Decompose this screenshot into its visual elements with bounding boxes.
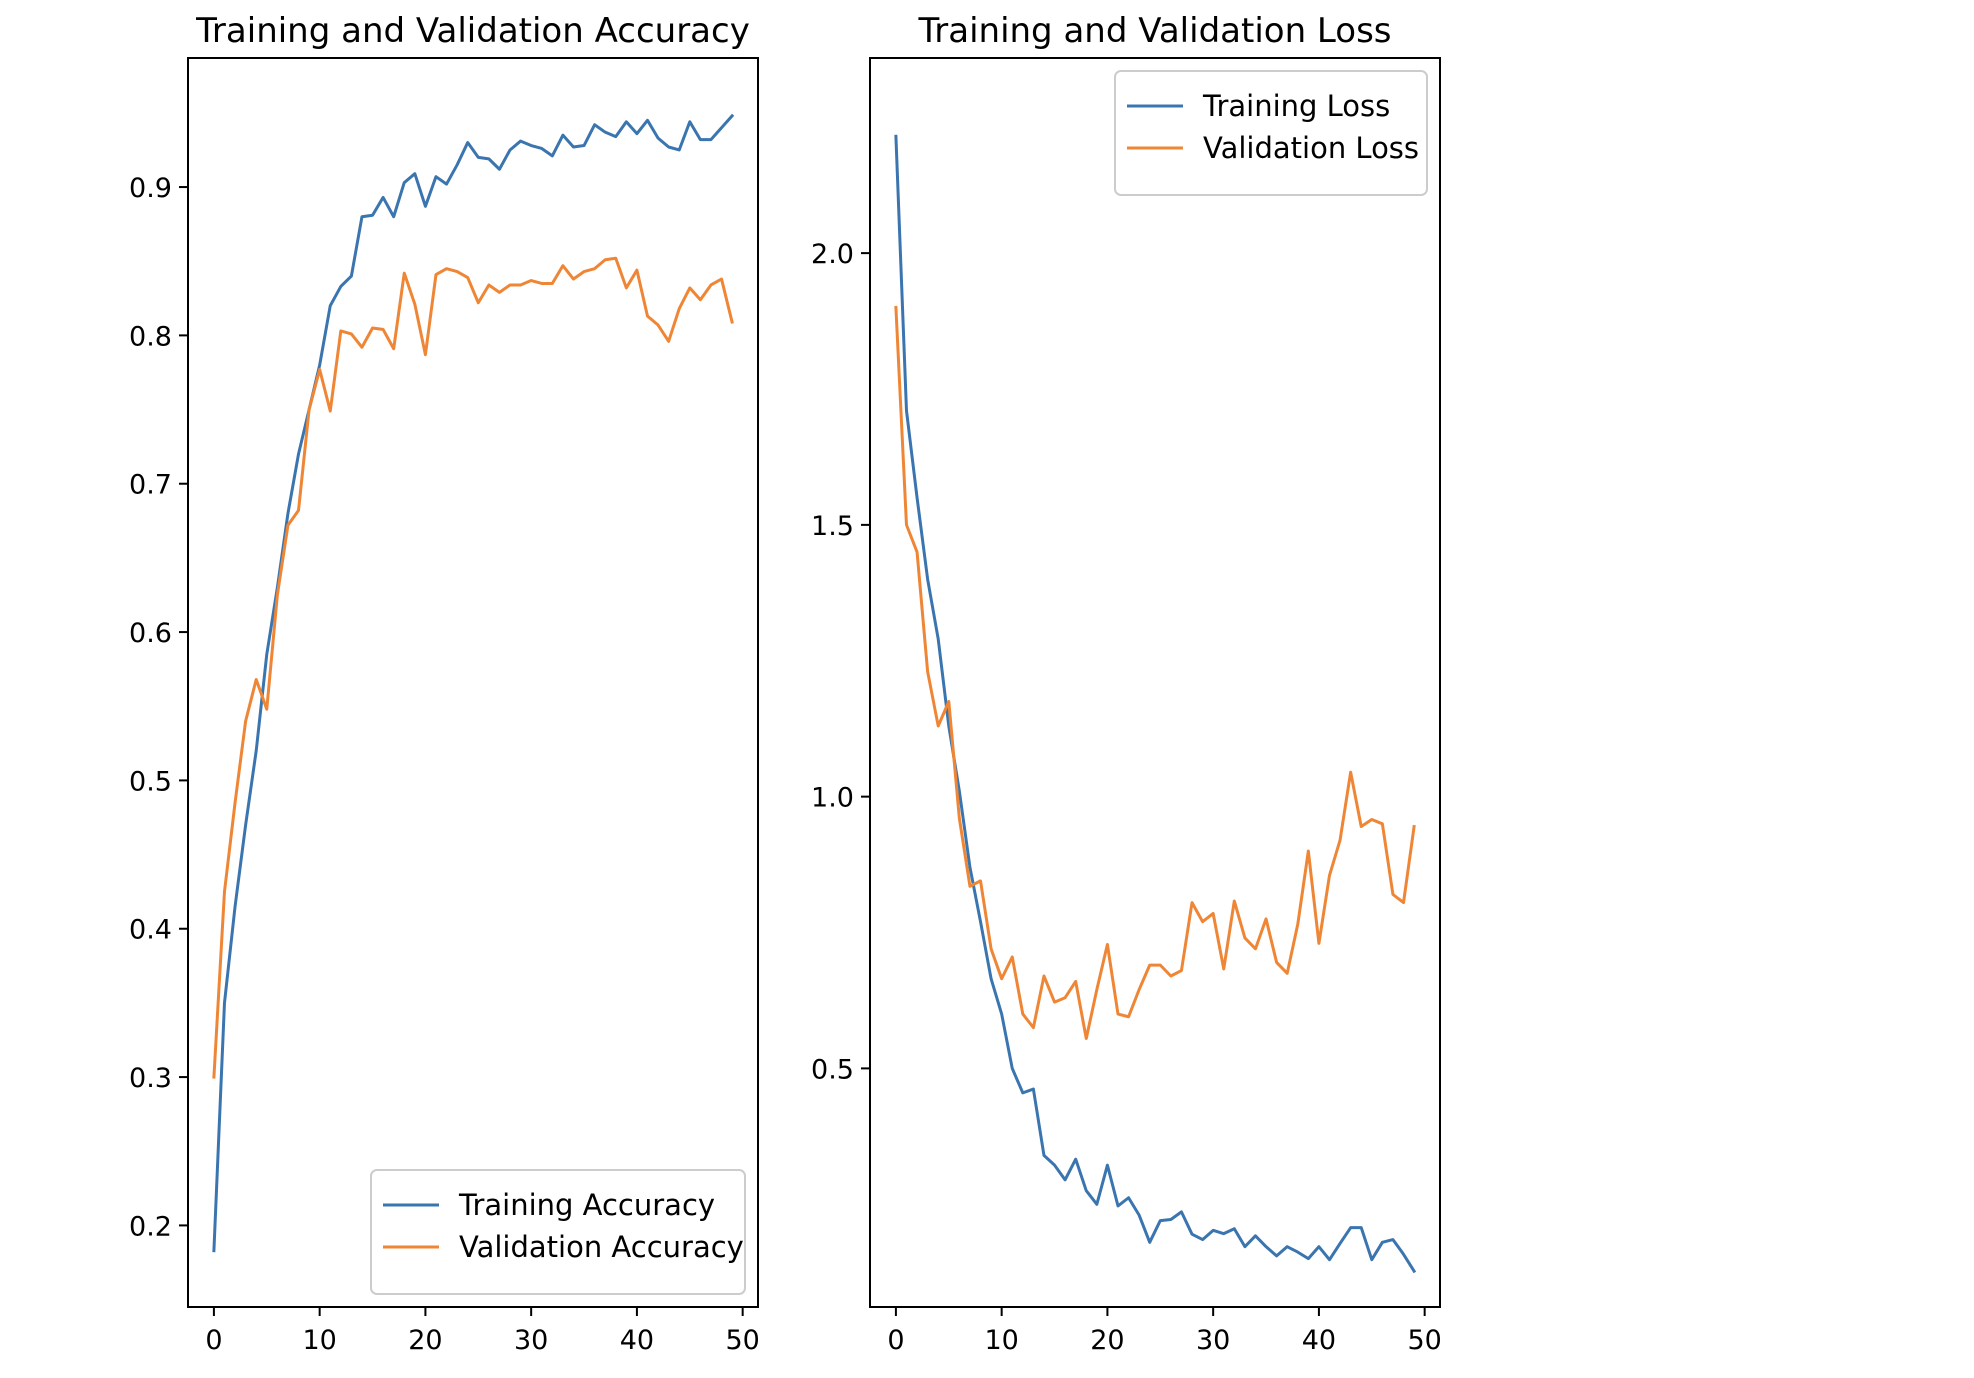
loss-x-tick-label: 40 [1302,1325,1336,1356]
accuracy-axes-frame [187,57,759,1308]
loss-x-tick-label: 50 [1407,1325,1441,1356]
loss-series-validation-line [894,305,1416,1040]
accuracy-x-tick-label: 40 [620,1325,654,1356]
accuracy-x-tick-label: 20 [408,1325,442,1356]
accuracy-y-tick-label: 0.9 [129,173,172,204]
accuracy-y-tick-label: 0.7 [129,470,172,501]
loss-series-training-line [894,134,1417,1274]
loss-x-tick-label: 10 [984,1325,1018,1356]
accuracy-y-tick-label: 0.5 [129,766,172,797]
accuracy-series-training-line [212,113,735,1253]
loss-legend: Training Loss Validation Loss [1114,70,1428,196]
loss-legend-label-training: Training Loss [1202,89,1390,123]
loss-x-tick-label: 20 [1090,1325,1124,1356]
loss-axes-frame [869,57,1441,1308]
accuracy-chart: Training and Validation Accuracy 0 10 20 30 4… [129,11,760,1356]
loss-y-tick-label: 0.5 [811,1054,854,1085]
loss-x-tick-label: 30 [1196,1325,1230,1356]
accuracy-legend-box [370,1169,746,1295]
accuracy-x-tick-label: 30 [514,1325,548,1356]
loss-legend-box [1114,70,1428,196]
accuracy-x-tick-label: 10 [302,1325,336,1356]
accuracy-legend-label-training: Training Accuracy [458,1188,715,1222]
loss-y-tick-label: 1.0 [811,783,854,814]
accuracy-series-validation-line [212,256,734,1079]
accuracy-chart-title: Training and Validation Accuracy [195,11,750,51]
accuracy-legend-label-validation: Validation Accuracy [459,1230,744,1264]
accuracy-legend: Training Accuracy Validation Accuracy [370,1169,746,1295]
accuracy-y-tick-label: 0.3 [129,1063,172,1094]
loss-y-tick-label: 1.5 [811,511,854,542]
loss-y-tick-label: 2.0 [811,239,854,270]
accuracy-x-tick-label: 50 [725,1325,759,1356]
accuracy-y-tick-label: 0.2 [129,1211,172,1242]
loss-x-tick-label: 0 [887,1325,904,1356]
accuracy-x-tick-label: 0 [205,1325,222,1356]
accuracy-y-tick-label: 0.4 [129,915,172,946]
loss-chart: Training and Validation Loss 0 10 20 30 40 50 0… [811,11,1442,1356]
accuracy-y-tick-label: 0.8 [129,321,172,352]
loss-chart-title: Training and Validation Loss [917,11,1391,51]
accuracy-y-tick-label: 0.6 [129,618,172,649]
loss-legend-label-validation: Validation Loss [1203,131,1419,165]
